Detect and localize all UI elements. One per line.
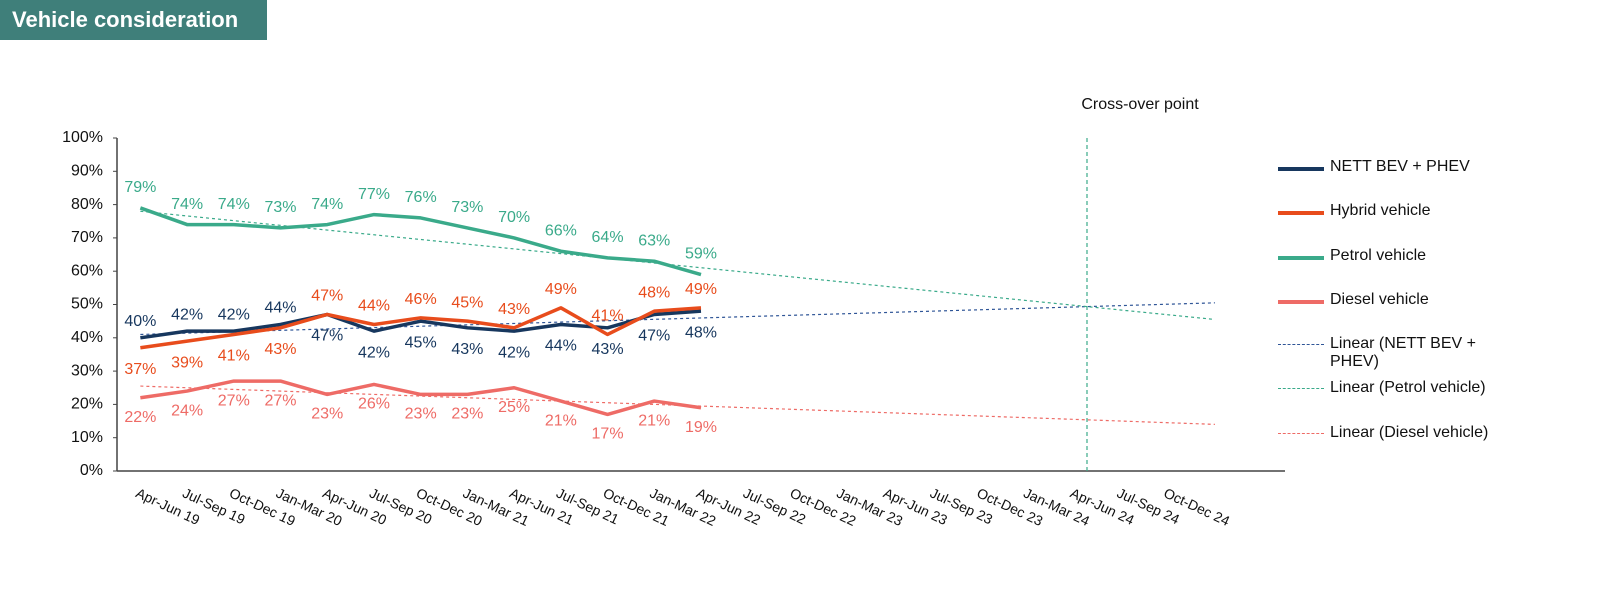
legend-item: Linear (Petrol vehicle)	[1278, 379, 1508, 423]
legend-label: Hybrid vehicle	[1330, 202, 1431, 220]
data-label: 44%	[358, 298, 390, 315]
data-label: 41%	[218, 348, 250, 365]
data-label: 19%	[685, 419, 717, 436]
series-line	[139, 206, 702, 277]
data-label: 26%	[358, 396, 390, 413]
legend-swatch	[1278, 344, 1324, 346]
legend: NETT BEV + PHEV Hybrid vehicle Petrol vehi…	[1278, 158, 1508, 468]
y-tick-label: 20%	[71, 396, 103, 413]
data-label: 42%	[358, 344, 390, 361]
y-tick-label: 70%	[71, 229, 103, 246]
series-line	[140, 379, 702, 417]
legend-swatch	[1278, 167, 1324, 171]
data-label: 22%	[124, 409, 156, 426]
data-label: 24%	[171, 402, 203, 419]
data-label: 25%	[498, 399, 530, 416]
data-label: 46%	[405, 291, 437, 308]
data-label: 39%	[171, 354, 203, 371]
legend-label: Linear (Petrol vehicle)	[1330, 379, 1486, 397]
y-tick-label: 50%	[71, 296, 103, 313]
legend-item: Petrol vehicle	[1278, 247, 1508, 291]
legend-label: NETT BEV + PHEV	[1330, 158, 1470, 175]
data-label: 48%	[685, 324, 717, 341]
data-label: 43%	[451, 341, 483, 358]
data-label: 42%	[171, 306, 203, 323]
data-label: 70%	[498, 209, 530, 226]
data-label: 23%	[451, 406, 483, 423]
data-label: 44%	[545, 338, 577, 355]
y-tick-label: 60%	[71, 262, 103, 279]
data-label: 43%	[265, 341, 297, 358]
data-label: 23%	[311, 406, 343, 423]
legend-label: Linear (Diesel vehicle)	[1330, 423, 1489, 441]
legend-item: Linear (Diesel vehicle)	[1278, 424, 1508, 468]
data-label: 45%	[451, 294, 483, 311]
data-label: 47%	[311, 328, 343, 345]
data-label: 21%	[638, 412, 670, 429]
y-tick-label: 90%	[71, 163, 103, 180]
data-label: 76%	[405, 189, 437, 206]
legend-label: Diesel vehicle	[1330, 290, 1429, 308]
legend-swatch	[1278, 255, 1324, 260]
legend-item: Hybrid vehicle	[1278, 202, 1508, 246]
data-label: 45%	[405, 334, 437, 351]
data-label: 40%	[124, 313, 156, 330]
legend-label: Linear (NETT BEV + PHEV)	[1330, 335, 1476, 371]
y-tick-label: 30%	[71, 362, 103, 379]
series-line	[140, 309, 702, 340]
trendline	[140, 385, 1215, 425]
legend-swatch	[1278, 388, 1324, 390]
data-label: 49%	[545, 281, 577, 298]
y-tick-label: 100%	[62, 129, 103, 146]
data-label: 63%	[638, 232, 670, 249]
data-label: 42%	[218, 306, 250, 323]
data-label: 79%	[124, 179, 156, 196]
data-label: 59%	[685, 246, 717, 263]
y-tick-label: 10%	[71, 429, 103, 446]
data-label: 37%	[124, 361, 156, 378]
chart-title: Vehicle consideration	[0, 0, 267, 40]
trendline	[140, 302, 1215, 336]
data-label: 43%	[498, 301, 530, 318]
data-label: 48%	[638, 284, 670, 301]
y-tick-label: 80%	[71, 196, 103, 213]
data-label: 42%	[498, 344, 530, 361]
legend-swatch	[1278, 299, 1324, 304]
data-label: 27%	[265, 392, 297, 409]
data-label: 41%	[592, 308, 624, 325]
data-label: 77%	[358, 186, 390, 203]
data-label: 27%	[218, 392, 250, 409]
data-label: 64%	[592, 229, 624, 246]
legend-swatch	[1278, 211, 1324, 216]
data-label: 23%	[405, 406, 437, 423]
legend-label: Petrol vehicle	[1330, 246, 1427, 264]
data-label: 47%	[311, 288, 343, 305]
data-label: 66%	[545, 222, 577, 239]
data-label: 73%	[451, 199, 483, 216]
data-label: 44%	[265, 300, 297, 317]
y-tick-label: 40%	[71, 329, 103, 346]
data-label: 17%	[592, 426, 624, 443]
annotation: Cross-over point	[1081, 96, 1199, 113]
data-label: 47%	[638, 328, 670, 345]
legend-swatch	[1278, 432, 1324, 434]
data-label: 74%	[311, 196, 343, 213]
data-label: 49%	[685, 281, 717, 298]
legend-item: Linear (NETT BEV + PHEV)	[1278, 335, 1508, 379]
data-label: 21%	[545, 412, 577, 429]
legend-item: NETT BEV + PHEV	[1278, 158, 1508, 202]
legend-item: Diesel vehicle	[1278, 291, 1508, 335]
data-label: 74%	[171, 196, 203, 213]
data-label: 73%	[265, 199, 297, 216]
data-label: 74%	[218, 196, 250, 213]
data-label: 43%	[592, 341, 624, 358]
series-line	[140, 306, 702, 350]
y-tick-label: 0%	[80, 462, 103, 479]
